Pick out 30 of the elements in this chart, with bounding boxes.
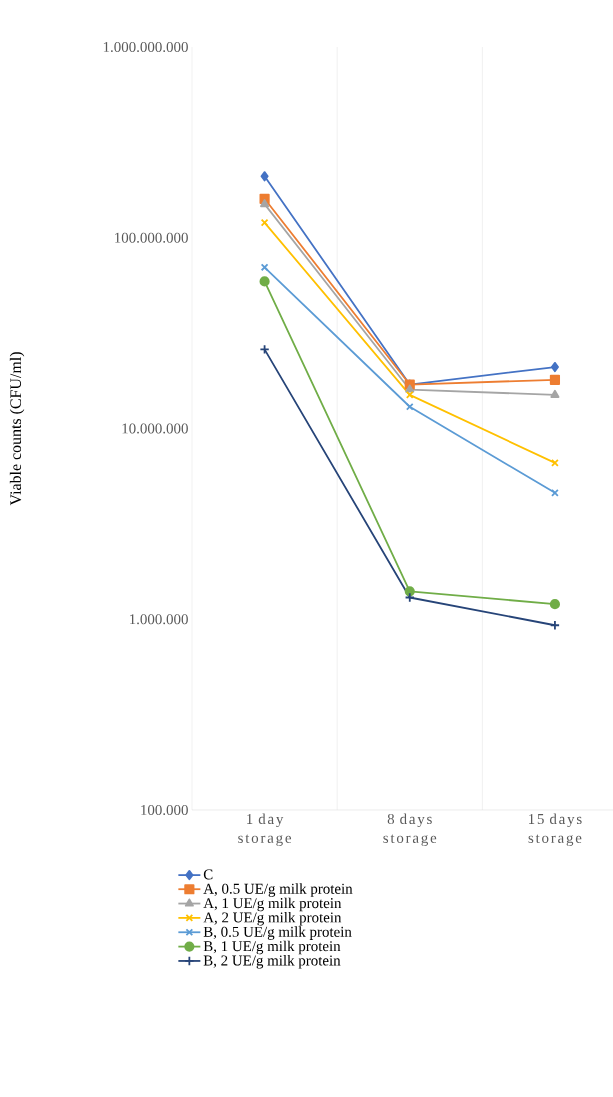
point (549, 620, 561, 631)
point (260, 199, 270, 208)
point (259, 276, 270, 287)
legend-label: C (203, 869, 213, 880)
legend-label: B, 1 UE/g milk protein (203, 940, 341, 955)
y-tick-label: 10.000.000 (122, 423, 188, 434)
point (550, 361, 559, 373)
y-tick-label: 1.000.000.000 (103, 41, 188, 53)
point (260, 218, 269, 227)
y-axis-title: Viable counts (CFU/ml) (9, 352, 25, 506)
point (549, 599, 561, 610)
y-tick-label: 1.000.000 (130, 614, 188, 625)
legend-label: B, 0.5 UE/g milk protein (203, 926, 352, 940)
point (551, 459, 559, 467)
legend-label: A, 1 UE/g milk protein (203, 897, 342, 912)
point (549, 374, 561, 385)
point (260, 171, 269, 182)
y-tick-label: 100.000.000 (115, 232, 188, 243)
point (550, 389, 560, 398)
x-tick-label: 8 days storage (383, 813, 437, 847)
legend-label: A, 0.5 UE/g milk protein (203, 883, 353, 897)
x-tick-label: 1 day storage (238, 813, 292, 847)
point (405, 391, 414, 399)
point (260, 263, 269, 272)
point (405, 384, 415, 393)
legend-label: B, 2 UE/g milk protein (203, 955, 341, 969)
legend-label: A, 2 UE/g milk protein (203, 911, 342, 926)
x-tick-label: 15 days storage (528, 813, 582, 847)
y-tick-label: 100.000 (141, 804, 188, 816)
point (551, 488, 559, 497)
